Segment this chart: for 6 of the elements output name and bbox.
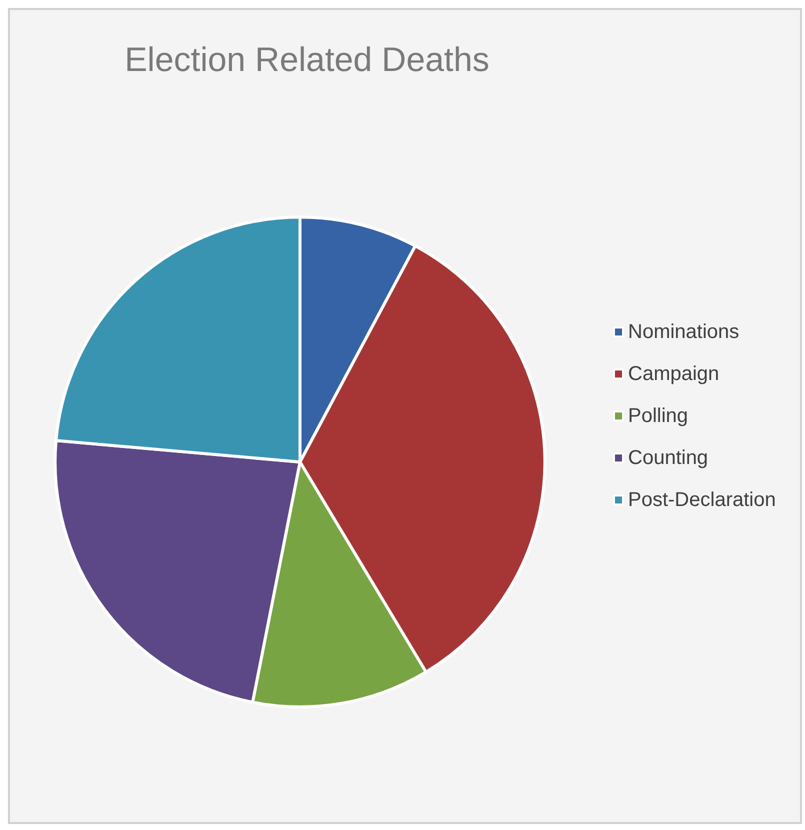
legend-label: Polling	[628, 405, 688, 427]
legend-label: Nominations	[628, 321, 740, 343]
chart-title: Election Related Deaths	[124, 41, 490, 79]
legend-label: Campaign	[628, 363, 720, 385]
legend-label: Post-Declaration	[628, 489, 776, 511]
legend-label: Counting	[628, 447, 708, 469]
